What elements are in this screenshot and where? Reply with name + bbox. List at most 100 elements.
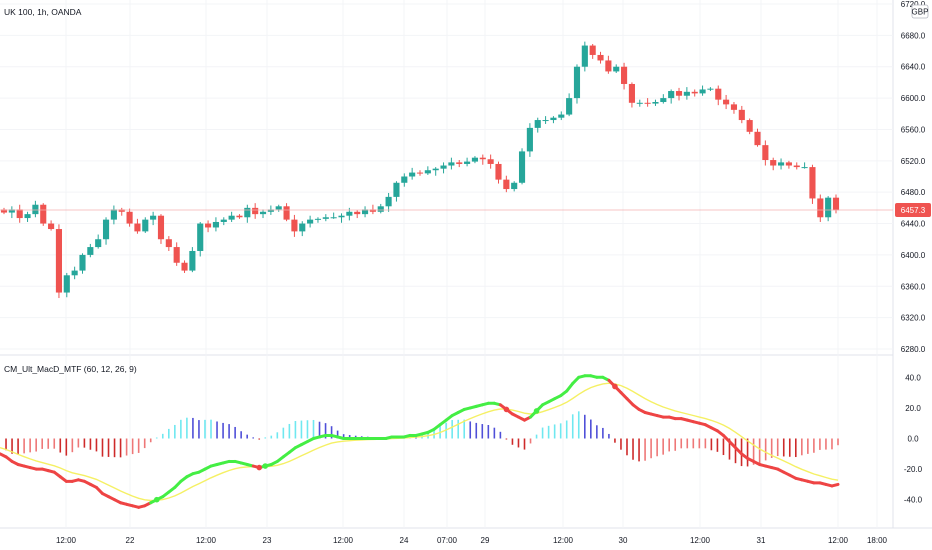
candle-body: [495, 163, 502, 180]
time-tick-label: 12:00: [333, 536, 354, 545]
indicator-tick-label: 40.0: [905, 373, 921, 382]
macd-line-segment: [830, 482, 840, 488]
time-tick-label: 22: [126, 536, 135, 545]
currency-badge[interactable]: GBP: [912, 4, 929, 19]
candle-body: [299, 223, 306, 232]
candle-body: [432, 168, 439, 171]
time-tick-label: 12:00: [553, 536, 574, 545]
candle-body: [55, 229, 63, 293]
currency-label: GBP: [912, 8, 929, 17]
candle-body: [393, 182, 400, 197]
candle-body: [338, 215, 345, 218]
time-tick-label: 12:00: [56, 536, 77, 545]
signal-line: [0, 382, 839, 502]
cross-dot: [612, 383, 618, 390]
price-tick-label: 6520.0: [901, 157, 926, 166]
candle-body: [566, 98, 573, 115]
candle-body: [87, 247, 94, 255]
candle-body: [668, 91, 675, 99]
cross-dot: [153, 496, 160, 503]
candle-body: [573, 66, 581, 99]
candle-body: [464, 161, 471, 164]
price-tick-label: 6400.0: [901, 251, 926, 260]
candle-body: [63, 275, 70, 293]
candle-body: [275, 206, 282, 210]
candle-body: [385, 196, 392, 207]
candle-body: [181, 262, 188, 271]
candle-body: [589, 45, 596, 55]
candle-body: [691, 91, 698, 94]
candle-body: [267, 209, 274, 212]
time-tick-label: 12:00: [690, 536, 711, 545]
axes: 6720.0 6680.0 6640.0 6600.0 6560.0 6520.0 6480…: [56, 0, 931, 545]
candle-body: [723, 99, 730, 105]
candle-body: [79, 254, 86, 271]
grid-lines: [0, 0, 932, 529]
candle-body: [401, 176, 408, 183]
price-tick-label: 6320.0: [901, 314, 926, 323]
time-tick-label: 30: [619, 536, 628, 545]
candle-body: [715, 88, 722, 100]
time-tick-label: 18:00: [867, 536, 888, 545]
candle-body: [746, 120, 753, 132]
candle-body: [550, 117, 557, 121]
candle-body: [503, 179, 510, 190]
time-tick-label: 12:00: [828, 536, 849, 545]
candle-body: [636, 102, 643, 104]
indicator-tick-label: -40.0: [904, 496, 923, 505]
candle-body: [95, 239, 102, 248]
candle-body: [228, 215, 235, 220]
indicator-title: CM_Ult_MacD_MTF (60, 12, 26, 9): [4, 364, 137, 374]
candle-body: [8, 209, 15, 213]
candle-body: [236, 215, 243, 218]
candle-body: [511, 182, 518, 190]
macd-line-segment: [565, 381, 575, 393]
candle-body: [707, 88, 714, 90]
candle-body: [197, 223, 204, 251]
candle-body: [283, 206, 290, 220]
candle-body: [416, 172, 424, 174]
candle-body: [440, 165, 447, 169]
candle-body: [424, 170, 431, 174]
candle-body: [252, 207, 259, 215]
candle-body: [644, 102, 651, 104]
candle-body: [628, 83, 635, 103]
candle-body: [675, 91, 683, 96]
candle-body: [48, 223, 55, 230]
candle-body: [558, 114, 565, 118]
candle-body: [102, 219, 110, 240]
candle-body: [16, 209, 23, 219]
candle-body: [244, 207, 251, 218]
candle-body: [157, 215, 165, 240]
macd-indicator: [0, 374, 840, 509]
candle-body: [456, 162, 463, 164]
indicator-tick-label: -20.0: [904, 465, 923, 474]
price-tick-label: 6600.0: [901, 94, 926, 103]
candle-body: [142, 219, 149, 232]
candle-body: [730, 104, 738, 110]
candle-body: [71, 270, 78, 276]
candle-body: [291, 219, 298, 232]
candle-body: [542, 120, 549, 122]
cross-dot: [262, 463, 269, 469]
candle-body: [518, 151, 526, 183]
cross-dot: [256, 464, 263, 471]
candle-body: [613, 66, 620, 72]
price-tick-label: 6720.0: [901, 0, 926, 9]
time-tick-label: 29: [481, 536, 490, 545]
price-candles: [0, 41, 893, 299]
candle-body: [134, 223, 141, 232]
candle-body: [307, 219, 314, 224]
candle-body: [471, 157, 479, 162]
candle-body: [110, 209, 117, 220]
candle-body: [660, 98, 667, 103]
candle-body: [621, 66, 628, 84]
candle-body: [479, 157, 486, 160]
candle-body: [738, 109, 745, 121]
time-tick-label: 23: [263, 536, 272, 545]
candle-body: [32, 204, 39, 215]
candle-body: [683, 91, 690, 96]
candle-body: [581, 45, 588, 67]
price-tick-label: 6440.0: [901, 220, 926, 229]
